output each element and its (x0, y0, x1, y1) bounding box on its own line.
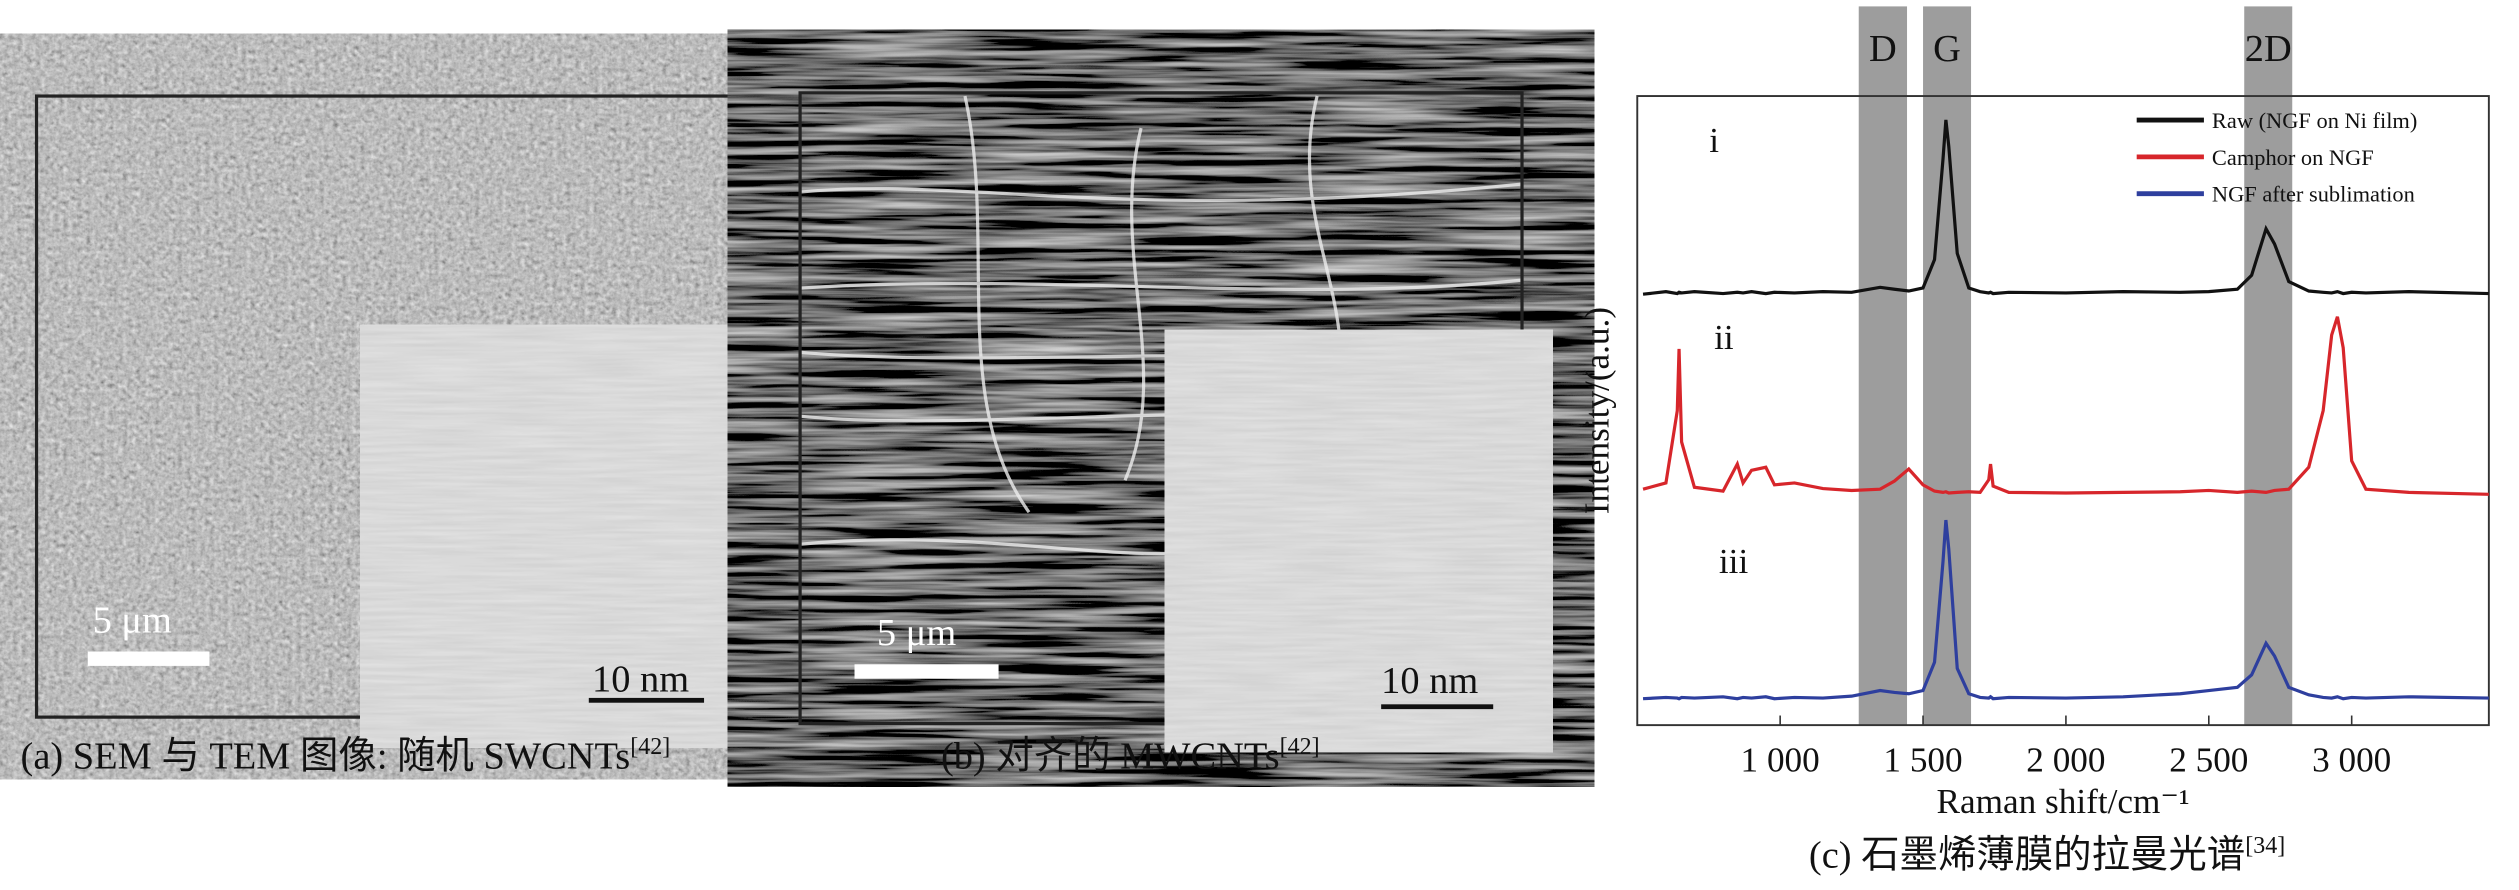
caption: (b) 对齐的 MWCNTs[42] (941, 734, 1320, 777)
scale-bar (87, 651, 210, 666)
band-label: G (1933, 28, 1961, 70)
tem-inset (395, 358, 764, 714)
band-label: 2D (2245, 28, 2292, 70)
raman-chart: D G 2D 1 000 1 500 2 000 2 500 3 000 Raman shift… (1577, 6, 2490, 877)
x-tick-label: 2 500 (2169, 741, 2248, 780)
caption: (a) SEM 与 TEM 图像: 随机 SWCNTs[42] (21, 734, 671, 777)
panel-b: 5 μm 10 nm (b) 对齐的 MWCNTs[42] (798, 91, 1524, 777)
scale-bar-label: 5 μm (93, 599, 172, 641)
band (2244, 6, 2293, 726)
spectrum (1642, 119, 2489, 296)
tem-inset (1195, 363, 1523, 719)
inset-scale-label: 10 nm (592, 659, 689, 701)
spectrum-label: iii (1719, 542, 1749, 581)
x-tick-label: 1 500 (1883, 741, 1962, 780)
band (1858, 6, 1908, 726)
spectrum (1642, 316, 2489, 496)
legend-label: Camphor on NGF (2212, 145, 2374, 170)
caption-ref: [42] (630, 734, 670, 760)
spectrum (1642, 519, 2489, 701)
caption-ref: [34] (2245, 833, 2285, 859)
inset-scale-bar (588, 697, 705, 703)
legend-label: NGF after sublimation (2212, 182, 2415, 207)
x-tick-label: 3 000 (2312, 741, 2391, 780)
x-tick-label: 2 000 (2026, 741, 2105, 780)
x-axis-label: Raman shift/cm⁻¹ (1937, 782, 2190, 821)
spectrum-label: i (1709, 121, 1719, 160)
inset-scale-label: 10 nm (1381, 660, 1478, 702)
plot-frame (1636, 95, 2490, 727)
scale-bar-label: 5 μm (877, 612, 956, 654)
spectrum-label: ii (1714, 318, 1734, 357)
y-axis-label: Intensity/(a.u.) (1577, 307, 1616, 514)
caption-text: (c) 石墨烯薄膜的拉曼光谱 (1809, 834, 2245, 877)
caption: (c) 石墨烯薄膜的拉曼光谱[34] (1809, 833, 2285, 876)
caption-ref: [42] (1280, 734, 1320, 760)
x-tick-label: 1 000 (1741, 741, 1820, 780)
panel-a: 5 μm 10 nm (a) SEM 与 TEM 图像: 随机 SWCNTs[4… (21, 94, 767, 777)
inset-scale-bar (1381, 704, 1494, 710)
scale-bar (854, 664, 999, 679)
band-label: D (1869, 28, 1897, 70)
band (1923, 6, 1972, 726)
caption-text: (b) 对齐的 MWCNTs (941, 734, 1280, 777)
caption-text: (a) SEM 与 TEM 图像: 随机 SWCNTs (21, 735, 631, 777)
image-frame (34, 94, 767, 719)
legend-label: Raw (NGF on Ni film) (2212, 108, 2417, 133)
